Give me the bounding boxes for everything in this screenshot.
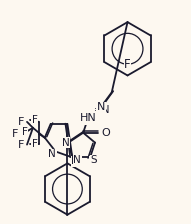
Text: N: N — [71, 156, 79, 166]
Text: N: N — [49, 151, 57, 160]
Text: N: N — [48, 149, 56, 159]
Text: S: S — [91, 155, 97, 165]
Text: N: N — [62, 138, 69, 148]
Text: O: O — [100, 128, 109, 138]
Text: N: N — [97, 102, 105, 112]
Text: F: F — [124, 58, 131, 71]
Text: =N: =N — [94, 105, 110, 115]
Text: F: F — [124, 60, 131, 71]
Text: HN: HN — [80, 113, 96, 123]
Text: F: F — [32, 139, 38, 149]
Text: F: F — [32, 115, 38, 125]
Text: F: F — [12, 129, 18, 139]
Text: O: O — [101, 128, 110, 138]
Text: F: F — [18, 140, 24, 150]
Text: N: N — [73, 155, 81, 165]
Text: F: F — [22, 127, 28, 137]
Text: F: F — [18, 117, 24, 127]
Text: N: N — [62, 138, 69, 148]
Text: HN: HN — [78, 115, 95, 125]
Text: S: S — [90, 156, 96, 166]
